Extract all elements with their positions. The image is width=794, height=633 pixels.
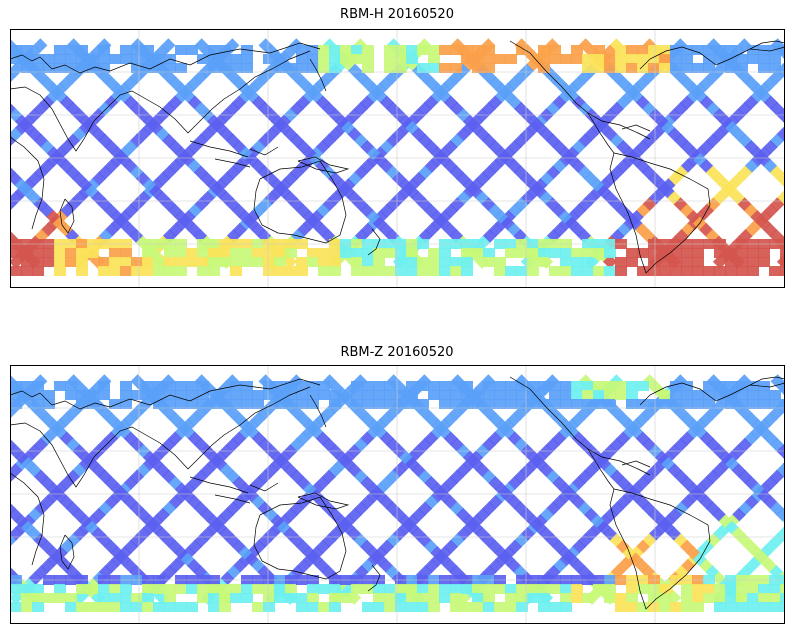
map-frame xyxy=(10,29,785,288)
coastlines xyxy=(10,376,785,610)
graticule xyxy=(10,29,785,288)
map-rbm-h xyxy=(10,29,785,288)
panel-title-rbm-h: RBM-H 20160520 xyxy=(340,7,454,22)
map-rbm-z xyxy=(10,365,785,624)
graticule xyxy=(10,365,785,624)
coastlines xyxy=(10,40,785,274)
map-frame xyxy=(10,365,785,624)
panel-title-rbm-z: RBM-Z 20160520 xyxy=(340,345,454,360)
